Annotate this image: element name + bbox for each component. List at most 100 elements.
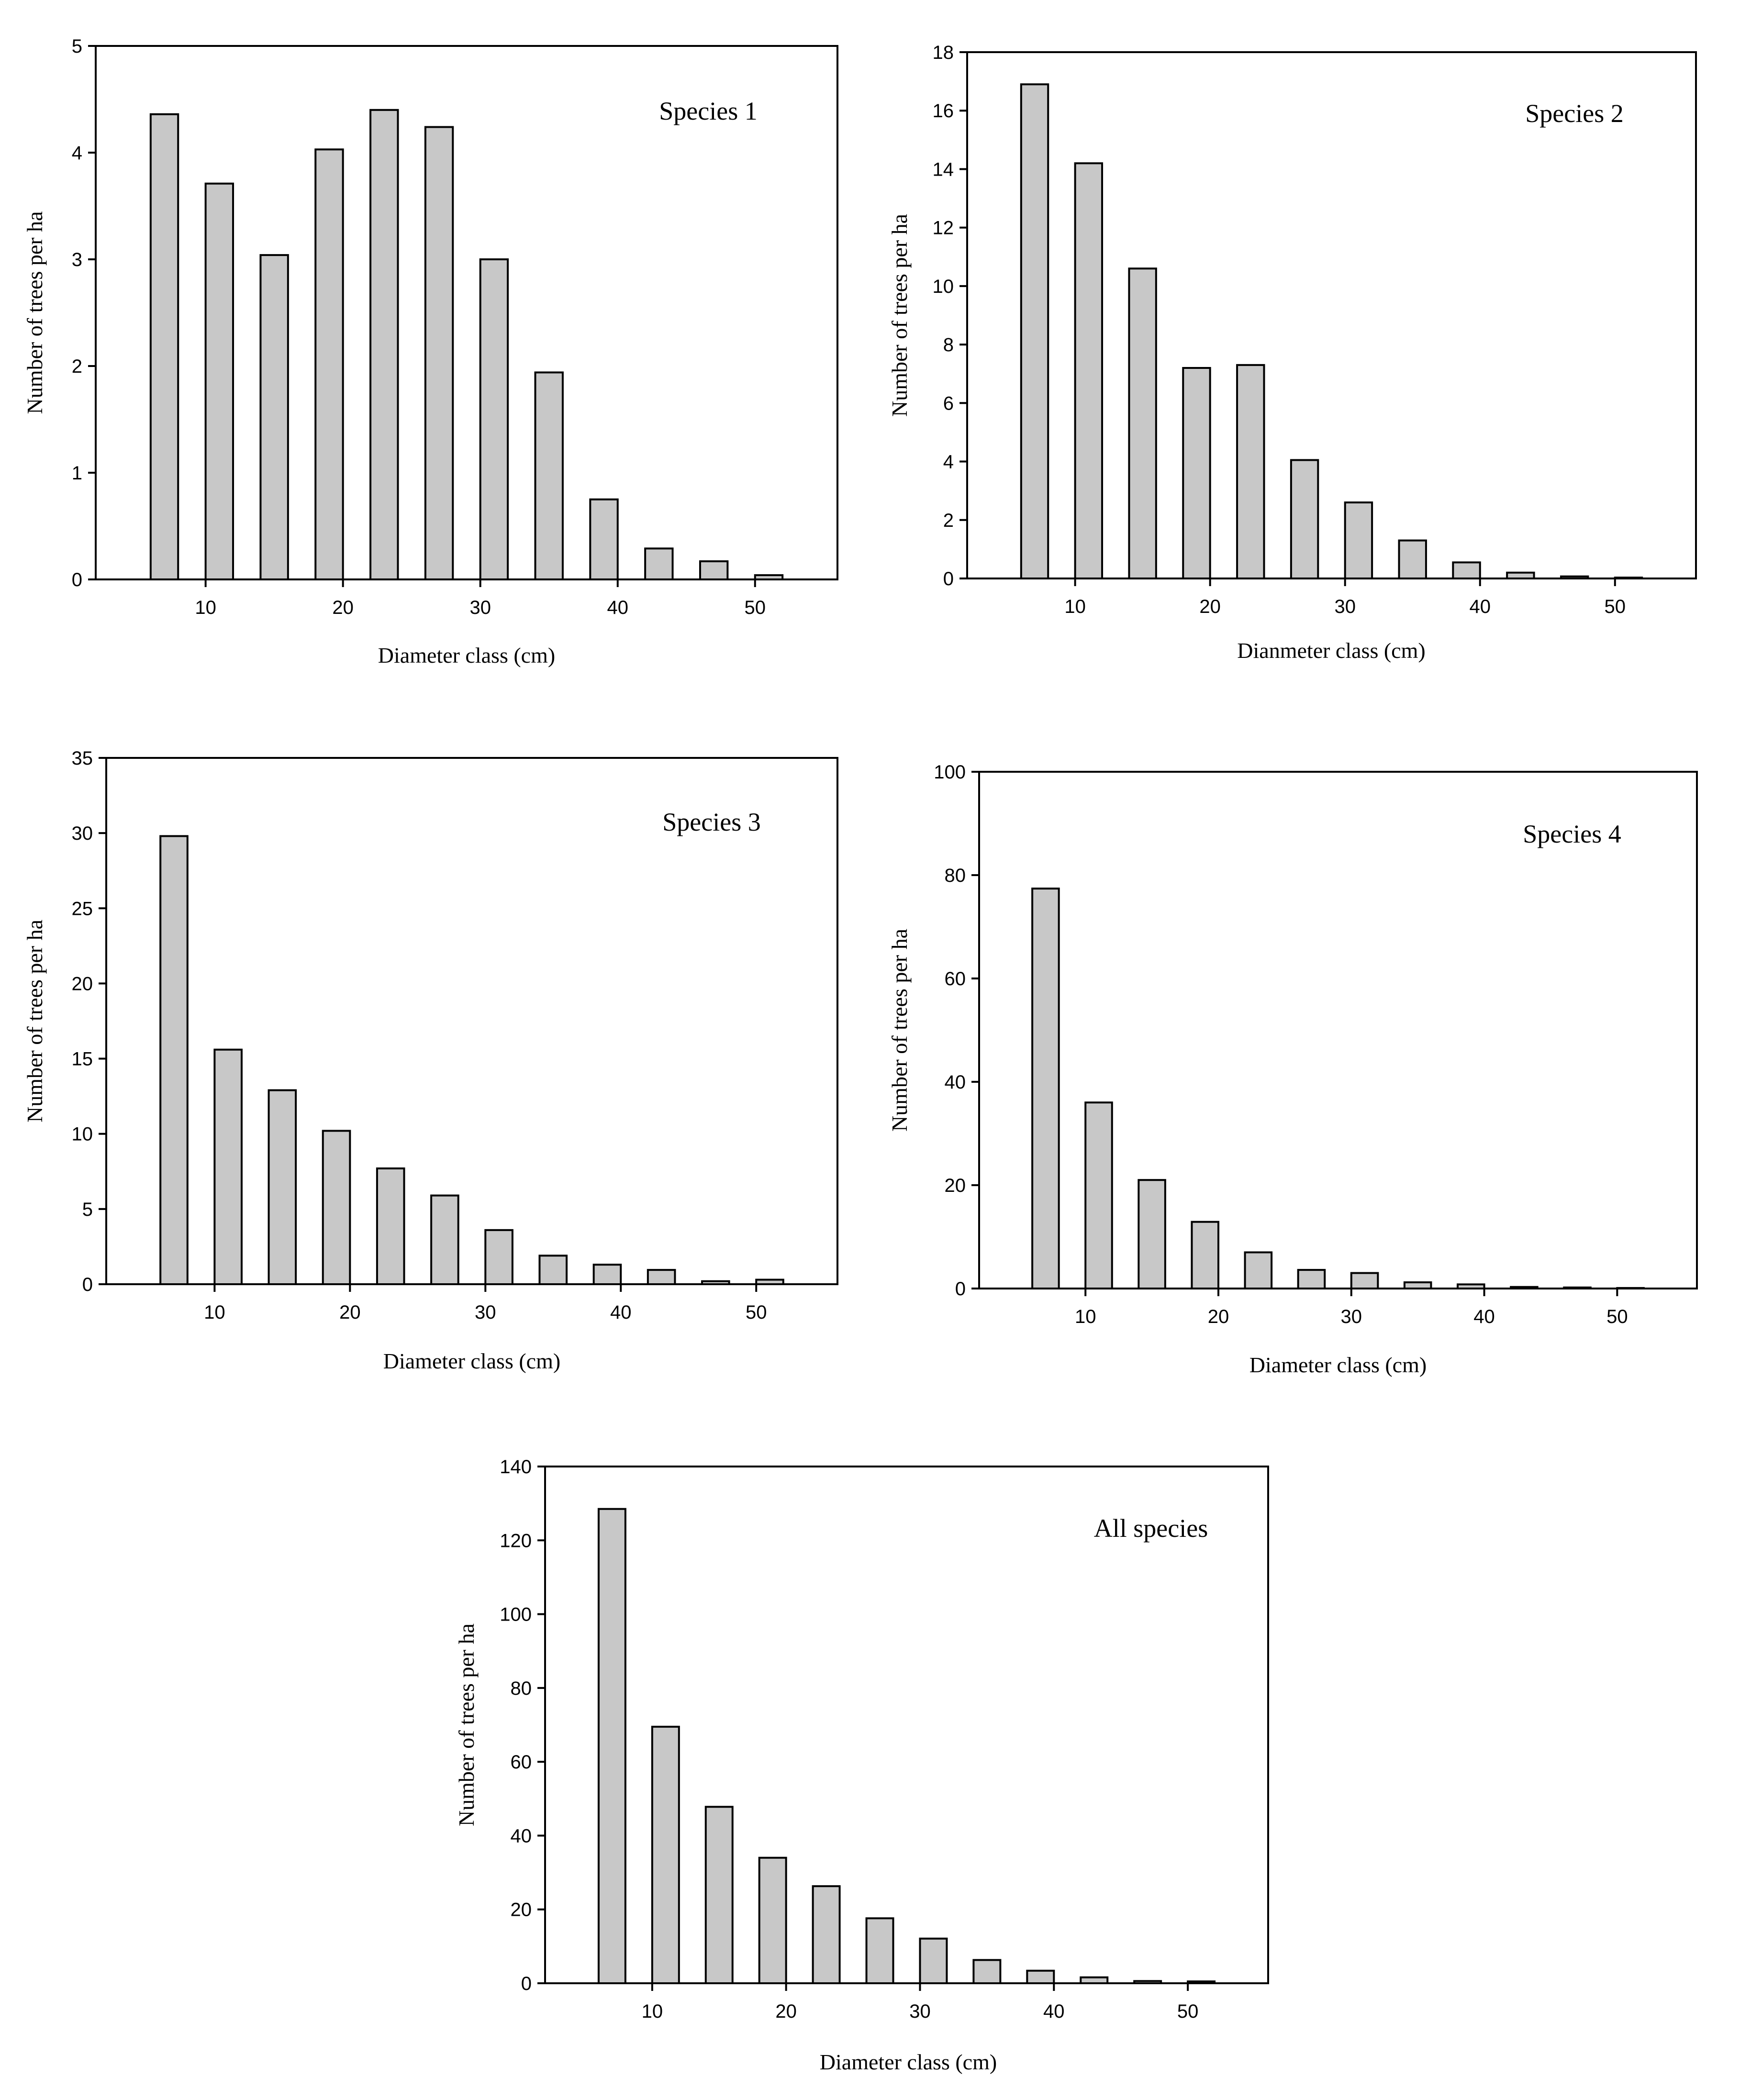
bar	[1244, 1251, 1273, 1289]
chart-panel-species-1: Species 1 Diameter class (cm) Number of …	[22, 36, 838, 667]
bar	[1128, 267, 1157, 579]
y-tick-label: 20	[72, 973, 93, 994]
x-tick-label: 30	[475, 1302, 496, 1323]
bar	[644, 547, 674, 580]
bar	[1187, 1980, 1216, 1985]
bar	[1563, 1286, 1592, 1290]
y-tick-label: 100	[934, 762, 966, 783]
bar	[919, 1937, 948, 1985]
y-tick-label: 15	[72, 1049, 93, 1070]
y-tick-label: 40	[511, 1825, 532, 1846]
x-tick-label: 40	[610, 1302, 632, 1323]
bar	[1138, 1179, 1166, 1289]
chart-panel-species-4: Species 4 Diameter class (cm) Number of …	[887, 762, 1698, 1377]
bar	[704, 1806, 734, 1984]
bar-series	[1031, 888, 1645, 1290]
x-tick-label: 10	[1064, 596, 1086, 617]
bar	[322, 1130, 351, 1285]
x-tick-label: 10	[195, 597, 216, 618]
axis-ticks: 0 2 4 6 8 10 12 14 16 18 10 20 30 40 50	[933, 42, 1626, 617]
bar	[1191, 1221, 1219, 1289]
x-tick-label: 40	[1473, 1306, 1495, 1327]
y-tick-label: 0	[82, 1274, 93, 1295]
y-tick-label: 0	[943, 568, 954, 589]
axis-ticks: 0 20 40 60 80 100 10 20 30 40 50	[934, 762, 1628, 1327]
y-tick-label: 5	[82, 1199, 93, 1220]
bar-series	[597, 1508, 1216, 1985]
y-tick-label: 1	[72, 463, 82, 484]
bar-series	[149, 109, 784, 581]
y-tick-label: 5	[72, 36, 82, 57]
x-tick-label: 30	[1341, 1306, 1362, 1327]
plot-frame	[966, 51, 1697, 579]
bar	[1080, 1976, 1109, 1985]
y-tick-label: 2	[943, 510, 954, 531]
axis-ticks: 0 20 40 60 80 100 120 140 10 20 30 40 50	[500, 1456, 1198, 2022]
bar-series	[1020, 83, 1643, 580]
y-tick-label: 35	[72, 748, 93, 769]
bar	[1236, 364, 1265, 580]
bar	[589, 498, 619, 580]
plot-frame	[544, 1466, 1269, 1984]
y-tick-label: 20	[945, 1175, 966, 1196]
bar	[1452, 561, 1481, 580]
x-tick-label: 30	[469, 597, 491, 618]
panel-title: Species 3	[662, 808, 760, 836]
bar	[159, 835, 189, 1285]
x-axis-label: Diameter class (cm)	[1249, 1353, 1427, 1377]
bar	[424, 126, 454, 581]
y-tick-label: 140	[500, 1456, 532, 1478]
bar	[1398, 539, 1427, 579]
bar	[204, 182, 234, 581]
bar	[651, 1725, 680, 1985]
y-axis-label: Number of trees per ha	[22, 211, 47, 414]
y-tick-label: 14	[933, 159, 954, 180]
bar	[754, 574, 784, 580]
y-tick-label: 2	[72, 356, 82, 377]
y-axis-label: Number of trees per ha	[887, 929, 912, 1132]
x-tick-label: 10	[642, 2001, 663, 2022]
y-tick-label: 60	[511, 1752, 532, 1773]
bar	[812, 1885, 841, 1984]
bar	[1350, 1272, 1379, 1290]
y-tick-label: 10	[933, 276, 954, 297]
x-tick-label: 20	[1199, 596, 1221, 617]
plot-frame	[105, 757, 838, 1285]
x-tick-label: 50	[1605, 596, 1626, 617]
x-tick-label: 10	[1075, 1306, 1096, 1327]
y-tick-label: 18	[933, 42, 954, 63]
bar	[484, 1229, 513, 1286]
bar	[972, 1959, 1002, 1984]
y-tick-label: 16	[933, 100, 954, 122]
x-axis-label: Diameter class (cm)	[820, 2050, 997, 2074]
bar	[1616, 1287, 1645, 1289]
bar	[259, 254, 289, 580]
x-tick-label: 50	[1606, 1306, 1628, 1327]
bar	[1182, 367, 1211, 579]
bar	[1297, 1269, 1326, 1290]
plot-frame	[95, 45, 838, 580]
bar	[647, 1269, 676, 1285]
bar	[376, 1167, 405, 1285]
bar	[1031, 888, 1060, 1289]
axis-ticks: 0 1 2 3 4 5 10 20 30 40 50	[72, 36, 766, 618]
y-tick-label: 20	[511, 1900, 532, 1921]
x-tick-label: 20	[1208, 1306, 1229, 1327]
bar	[755, 1278, 784, 1286]
x-tick-label: 30	[1334, 596, 1356, 617]
bar	[314, 148, 344, 580]
y-tick-label: 0	[955, 1278, 966, 1300]
x-tick-label: 30	[909, 2001, 931, 2022]
y-tick-label: 3	[72, 249, 82, 270]
chart-panel-species-2: Species 2 Dianmeter class (cm) Number of…	[887, 42, 1697, 663]
y-tick-label: 0	[521, 1973, 532, 1994]
x-tick-label: 50	[1177, 2001, 1199, 2022]
plot-frame	[978, 771, 1698, 1289]
bar	[213, 1048, 243, 1286]
bar	[430, 1194, 459, 1286]
y-axis-label: Number of trees per ha	[887, 214, 912, 417]
y-tick-label: 80	[511, 1678, 532, 1699]
x-axis-label: Diameter class (cm)	[383, 1349, 560, 1373]
y-tick-label: 80	[945, 865, 966, 886]
